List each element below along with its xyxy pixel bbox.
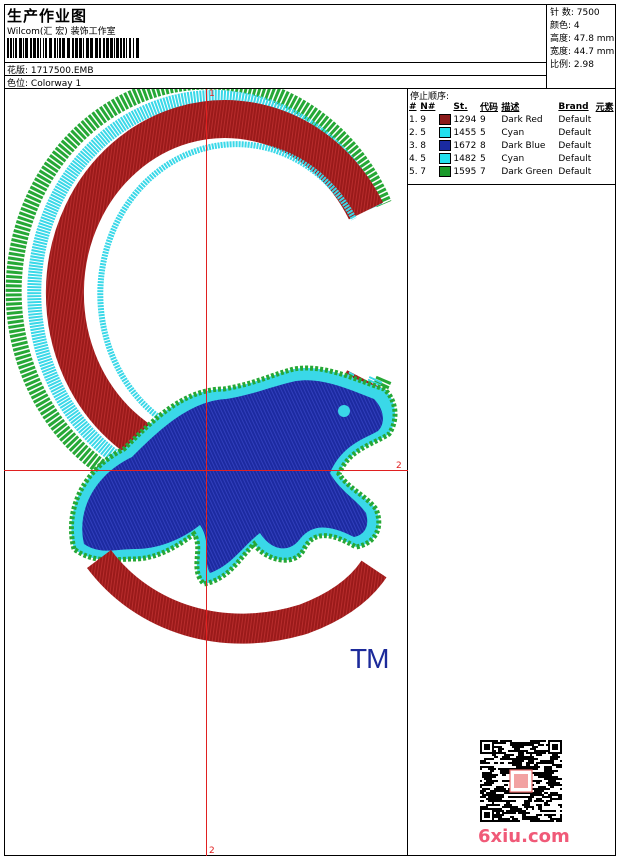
row-index: 1. [409, 114, 418, 125]
col-stitches: St. [453, 101, 468, 112]
row-needle: 5 [420, 153, 427, 164]
color-swatch [438, 114, 451, 125]
row-swatch [438, 113, 453, 126]
row-code: 5 [479, 127, 486, 138]
stitch-count: 针 数: 7500 [550, 8, 600, 18]
horizontal-axis [4, 470, 408, 471]
header-divider [4, 62, 546, 63]
row-desc: Cyan [501, 153, 525, 164]
row-needle: 9 [420, 114, 427, 125]
color-swatch [438, 127, 451, 138]
table-row: 5. 7 1595 7 Dark Green Default [408, 165, 616, 178]
row-element [595, 165, 616, 178]
colorway-row: 色位: Colorway 1 [7, 76, 81, 89]
c-lower-red [87, 549, 387, 644]
color-count: 颜色: 4 [550, 21, 580, 31]
row-code: 9 [479, 114, 486, 125]
height-value: 高度: 47.8 mm [550, 34, 615, 44]
stop-sequence-title: 停止顺序: [410, 92, 450, 102]
software-label: Wilcom(汇 宏) 装饰工作室 [7, 27, 116, 37]
row-stitches: 1294 [453, 114, 477, 125]
col-element: 元素 [595, 103, 614, 113]
barcode-image [7, 38, 139, 58]
color-swatch [438, 153, 451, 164]
table-row: 1. 9 1294 9 Dark Red Default [408, 113, 616, 126]
row-brand: Default [558, 153, 592, 164]
row-stitches: 1455 [453, 127, 477, 138]
col-index: # [409, 101, 417, 112]
col-needle: N# [420, 101, 436, 112]
header: 生产作业图 Wilcom(汇 宏) 装饰工作室 花版: 1717500.EMB … [4, 4, 616, 89]
row-swatch [438, 139, 453, 152]
stop-sequence-table: # N# St. 代码 描述 Brand 元素 1. 9 1294 9 Dark Red… [408, 100, 616, 178]
row-index: 5. [409, 166, 418, 177]
row-needle: 7 [420, 166, 427, 177]
table-row: 4. 5 1482 5 Cyan Default [408, 152, 616, 165]
row-desc: Dark Red [501, 114, 543, 125]
colorway-name: Colorway 1 [30, 79, 82, 89]
row-code: 7 [479, 166, 486, 177]
row-index: 2. [409, 127, 418, 138]
row-code: 8 [479, 140, 486, 151]
header-divider [4, 75, 546, 76]
row-brand: Default [558, 166, 592, 177]
row-swatch [438, 126, 453, 139]
bear-shape [68, 365, 398, 587]
stop-sequence-panel: 停止顺序: # N# St. 代码 描述 Brand 元素 1. 9 1294 9 Da… [408, 89, 616, 185]
trademark-mark: TM [350, 643, 389, 674]
vertical-axis [206, 89, 207, 856]
design-preview: 1 2 2 TM [4, 89, 408, 856]
row-brand: Default [558, 127, 592, 138]
scale-value: 比例: 2.98 [550, 60, 594, 70]
axis-label-bottom: 2 [209, 846, 215, 856]
design-file: 1717500.EMB [30, 66, 94, 76]
bear-eye [338, 405, 350, 417]
axis-label-right: 2 [396, 461, 402, 471]
axis-label-top: 1 [209, 89, 215, 99]
row-element [595, 139, 616, 152]
row-brand: Default [558, 140, 592, 151]
row-element [595, 152, 616, 165]
stats-panel: 针 数: 7500 颜色: 4 高度: 47.8 mm 宽度: 44.7 mm … [546, 4, 616, 89]
row-index: 3. [409, 140, 418, 151]
row-needle: 8 [420, 140, 427, 151]
color-label: 色位: [7, 79, 29, 89]
row-index: 4. [409, 153, 418, 164]
row-stitches: 1482 [453, 153, 477, 164]
table-row: 2. 5 1455 5 Cyan Default [408, 126, 616, 139]
row-element [595, 113, 616, 126]
width-value: 宽度: 44.7 mm [550, 47, 615, 57]
table-header: # N# St. 代码 描述 Brand 元素 [408, 100, 616, 114]
embroidery-art [5, 89, 398, 644]
watermark-logo: 6xiu.com [478, 826, 570, 847]
row-swatch [438, 165, 453, 178]
color-swatch [438, 140, 451, 151]
design-label: 花版: [7, 66, 29, 76]
col-code: 代码 [479, 103, 498, 113]
col-swatch [438, 100, 453, 113]
row-element [595, 126, 616, 139]
design-file-row: 花版: 1717500.EMB [7, 63, 94, 76]
page-title: 生产作业图 [7, 7, 88, 25]
row-desc: Dark Blue [501, 140, 546, 151]
col-desc: 描述 [501, 103, 520, 113]
sheet-frame [4, 4, 616, 856]
row-code: 5 [479, 153, 486, 164]
row-swatch [438, 152, 453, 165]
row-stitches: 1672 [453, 140, 477, 151]
col-brand: Brand [558, 101, 589, 112]
table-row: 3. 8 1672 8 Dark Blue Default [408, 139, 616, 152]
row-stitches: 1595 [453, 166, 477, 177]
qr-code-image [480, 740, 562, 822]
color-swatch [438, 166, 451, 177]
row-needle: 5 [420, 127, 427, 138]
row-desc: Cyan [501, 127, 525, 138]
row-brand: Default [558, 114, 592, 125]
row-desc: Dark Green [501, 166, 553, 177]
